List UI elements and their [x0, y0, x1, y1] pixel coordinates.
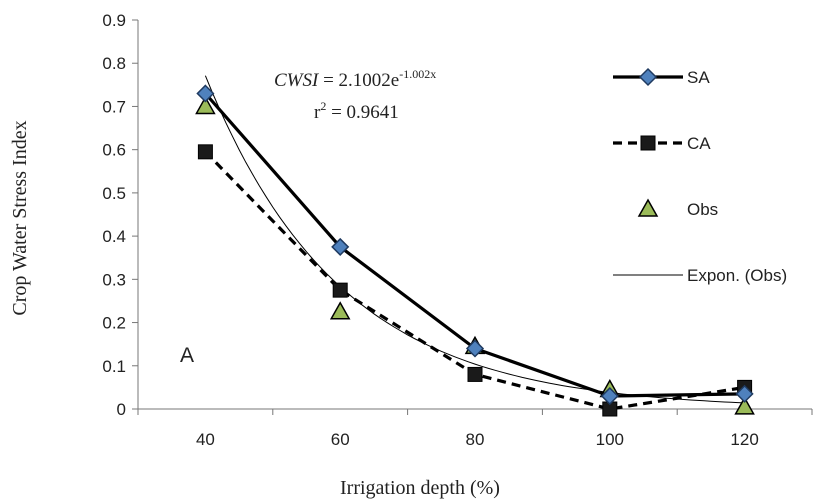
legend-marker — [638, 67, 658, 87]
y-tick-label: 0.2 — [102, 314, 126, 333]
trend-equation: CWSI = 2.1002e-1.002x — [274, 67, 436, 91]
y-tick-label: 0.7 — [102, 97, 126, 116]
legend-item-ca: CA — [613, 134, 711, 153]
point-obs — [329, 301, 351, 320]
trend-r2: r2 = 0.9641 — [314, 99, 399, 123]
r2-value: = 0.9641 — [326, 102, 398, 123]
legend: SA CA Obs Expon. (Obs) — [613, 67, 787, 285]
legend-label: SA — [687, 68, 710, 87]
x-tick-label: 40 — [196, 430, 215, 449]
x-tick-label: 100 — [596, 430, 624, 449]
point-sa — [196, 84, 215, 103]
r2-sup: 2 — [320, 99, 326, 113]
series-layer — [195, 84, 755, 417]
panel-label: A — [180, 344, 194, 367]
trendline-expon-obs — [204, 75, 745, 404]
equation-lhs: CWSI — [274, 70, 320, 91]
point-obs — [195, 95, 216, 115]
legend-item-expon-obs: Expon. (Obs) — [613, 266, 787, 285]
legend-item-obs: Obs — [637, 198, 718, 219]
point-ca — [197, 144, 213, 160]
point-sa — [735, 384, 754, 403]
equation-exponent: -1.002x — [399, 67, 436, 81]
y-tick-labels: 0 0.1 0.2 0.3 0.4 0.5 0.6 0.7 0.8 0.9 — [102, 11, 126, 419]
y-tick-label: 0.8 — [102, 54, 126, 73]
point-obs — [734, 396, 755, 415]
x-tick-labels: 40 60 80 100 120 — [196, 430, 759, 449]
legend-label: Obs — [687, 200, 718, 219]
series-obs — [195, 95, 755, 415]
point-sa — [600, 386, 619, 406]
x-tick-label: 60 — [331, 430, 350, 449]
y-axis-title: Crop Water Stress Index — [9, 120, 31, 315]
equation-rhs: = 2.1002e — [318, 70, 399, 91]
axes — [132, 19, 813, 415]
series-ca — [197, 144, 753, 417]
y-tick-label: 0.4 — [102, 227, 126, 246]
y-tick-label: 0.3 — [102, 270, 126, 289]
y-tick-label: 0.1 — [102, 357, 126, 376]
y-tick-label: 0.5 — [102, 184, 126, 203]
legend-item-sa: SA — [613, 67, 710, 87]
legend-label: CA — [687, 134, 711, 153]
point-sa — [331, 237, 350, 256]
y-tick-label: 0.6 — [102, 141, 126, 160]
y-tick-label: 0 — [117, 400, 126, 419]
r2-label: r — [314, 102, 321, 123]
legend-marker — [637, 198, 659, 217]
x-axis-title: Irrigation depth (%) — [340, 477, 500, 499]
x-tick-label: 120 — [730, 430, 758, 449]
point-sa — [465, 339, 485, 358]
y-tick-label: 0.9 — [102, 11, 126, 30]
series-sa — [196, 84, 754, 406]
x-tick-label: 80 — [466, 430, 485, 449]
legend-label: Expon. (Obs) — [687, 266, 787, 285]
trendline-layer — [204, 75, 745, 404]
point-ca — [467, 366, 483, 382]
point-ca — [332, 282, 348, 298]
legend-marker — [640, 135, 656, 151]
